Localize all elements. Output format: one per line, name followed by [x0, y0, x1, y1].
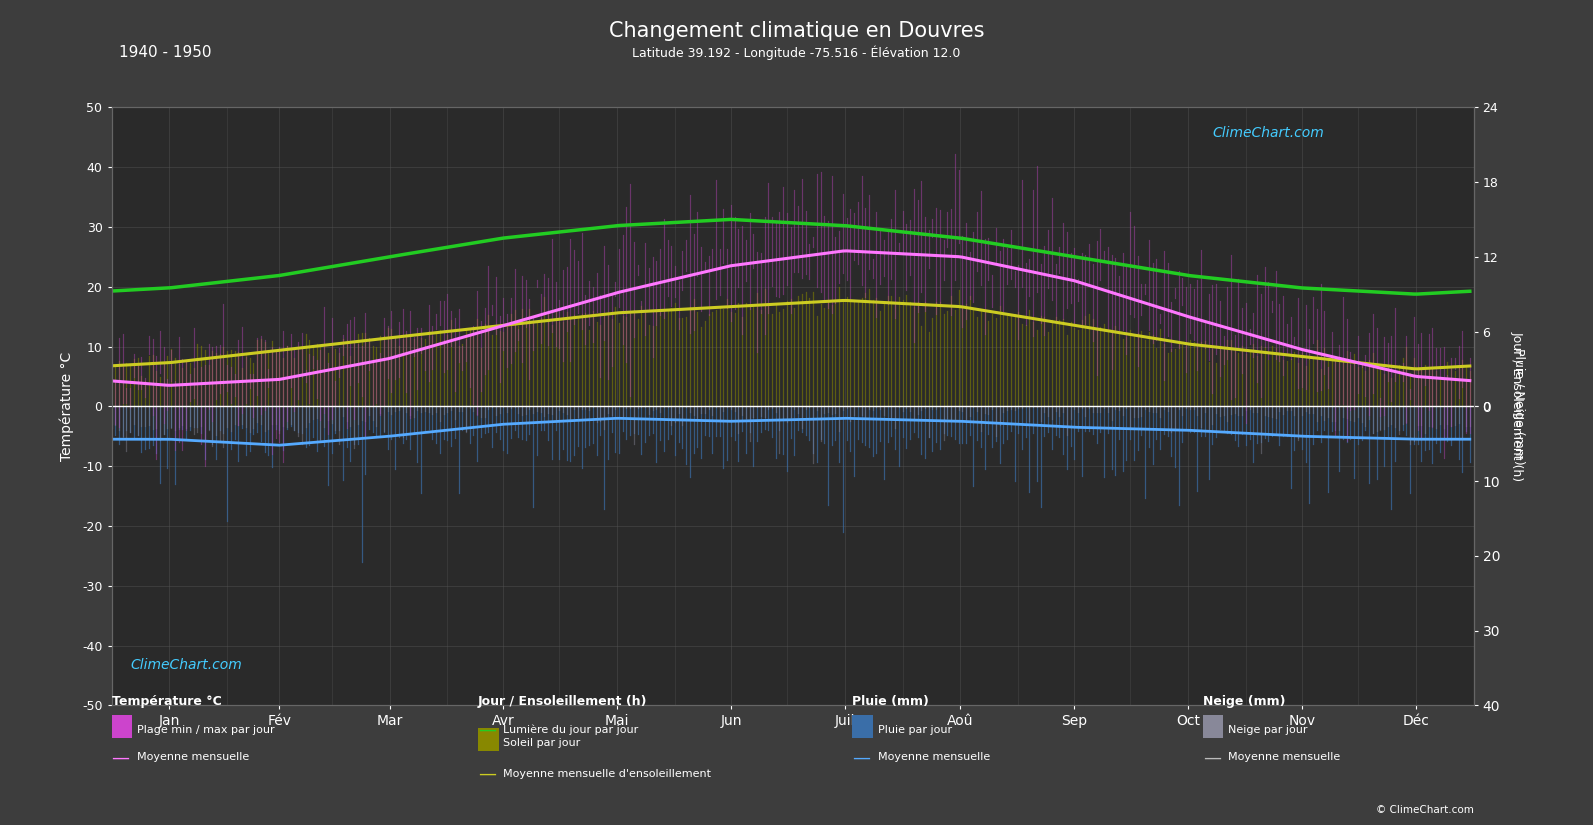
- Text: Lumière du jour par jour: Lumière du jour par jour: [503, 725, 639, 735]
- Text: 1940 - 1950: 1940 - 1950: [119, 45, 212, 60]
- Text: Soleil par jour: Soleil par jour: [503, 738, 580, 747]
- Text: © ClimeChart.com: © ClimeChart.com: [1376, 804, 1474, 814]
- Y-axis label: Jour / Ensoleillement (h): Jour / Ensoleillement (h): [1510, 332, 1523, 481]
- Text: Moyenne mensuelle: Moyenne mensuelle: [878, 752, 989, 762]
- Text: —: —: [478, 721, 495, 739]
- Text: Neige (mm): Neige (mm): [1203, 695, 1286, 709]
- Text: Moyenne mensuelle: Moyenne mensuelle: [1228, 752, 1340, 762]
- Text: —: —: [112, 748, 129, 766]
- Text: Moyenne mensuelle: Moyenne mensuelle: [137, 752, 249, 762]
- Text: Neige par jour: Neige par jour: [1228, 725, 1308, 735]
- Text: ClimeChart.com: ClimeChart.com: [1212, 126, 1324, 140]
- Text: Pluie par jour: Pluie par jour: [878, 725, 953, 735]
- Text: —: —: [1203, 748, 1220, 766]
- Text: ClimeChart.com: ClimeChart.com: [131, 658, 242, 672]
- Text: —: —: [478, 765, 495, 783]
- Text: Latitude 39.192 - Longitude -75.516 - Élévation 12.0: Latitude 39.192 - Longitude -75.516 - Él…: [632, 45, 961, 60]
- Y-axis label: Température °C: Température °C: [59, 351, 73, 461]
- Text: Changement climatique en Douvres: Changement climatique en Douvres: [609, 21, 984, 40]
- Y-axis label: Pluie / Neige (mm): Pluie / Neige (mm): [1512, 348, 1525, 464]
- Text: —: —: [852, 748, 870, 766]
- Text: Température °C: Température °C: [112, 695, 221, 709]
- Text: Pluie (mm): Pluie (mm): [852, 695, 929, 709]
- Text: Moyenne mensuelle d'ensoleillement: Moyenne mensuelle d'ensoleillement: [503, 769, 712, 779]
- Text: Jour / Ensoleillement (h): Jour / Ensoleillement (h): [478, 695, 647, 709]
- Text: Plage min / max par jour: Plage min / max par jour: [137, 725, 274, 735]
